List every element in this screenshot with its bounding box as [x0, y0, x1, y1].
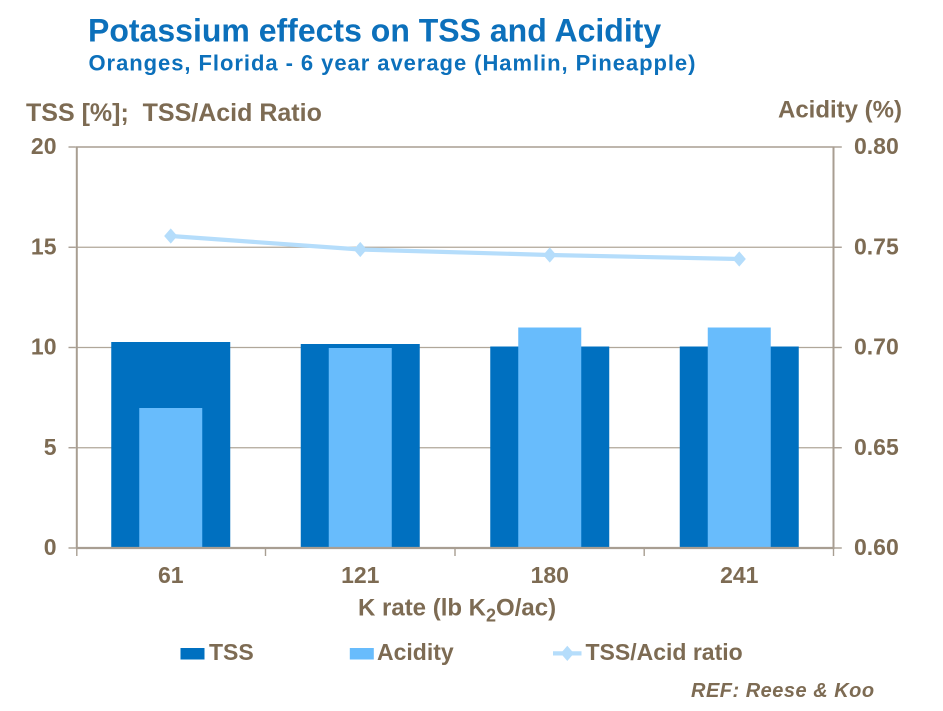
svg-text:TSS: TSS	[209, 639, 254, 665]
svg-text:Acidity (%): Acidity (%)	[778, 96, 902, 123]
svg-text:0: 0	[44, 534, 57, 560]
svg-text:10: 10	[31, 334, 57, 360]
svg-text:5: 5	[44, 434, 57, 460]
svg-text:0.70: 0.70	[854, 334, 899, 360]
svg-text:15: 15	[31, 233, 57, 259]
svg-text:0.80: 0.80	[854, 133, 899, 159]
svg-text:241: 241	[720, 562, 759, 588]
svg-text:0.60: 0.60	[854, 534, 899, 560]
svg-text:K rate (lb K2O/ac): K rate (lb K2O/ac)	[358, 595, 556, 626]
svg-text:Potassium effects on TSS and A: Potassium effects on TSS and Acidity	[88, 13, 661, 49]
svg-text:0.65: 0.65	[854, 434, 899, 460]
svg-text:Oranges, Florida - 6 year aver: Oranges, Florida - 6 year average (Hamli…	[89, 50, 697, 75]
svg-text:TSS [%]; TSS/Acid Ratio: TSS [%]; TSS/Acid Ratio	[26, 99, 322, 127]
svg-text:TSS/Acid ratio: TSS/Acid ratio	[586, 639, 743, 665]
svg-text:20: 20	[31, 133, 57, 159]
svg-text:REF: Reese & Koo: REF: Reese & Koo	[691, 680, 875, 702]
svg-text:61: 61	[158, 562, 184, 588]
svg-text:Acidity: Acidity	[377, 639, 454, 665]
svg-text:121: 121	[341, 562, 380, 588]
svg-text:180: 180	[531, 562, 569, 588]
svg-text:0.75: 0.75	[854, 233, 899, 259]
